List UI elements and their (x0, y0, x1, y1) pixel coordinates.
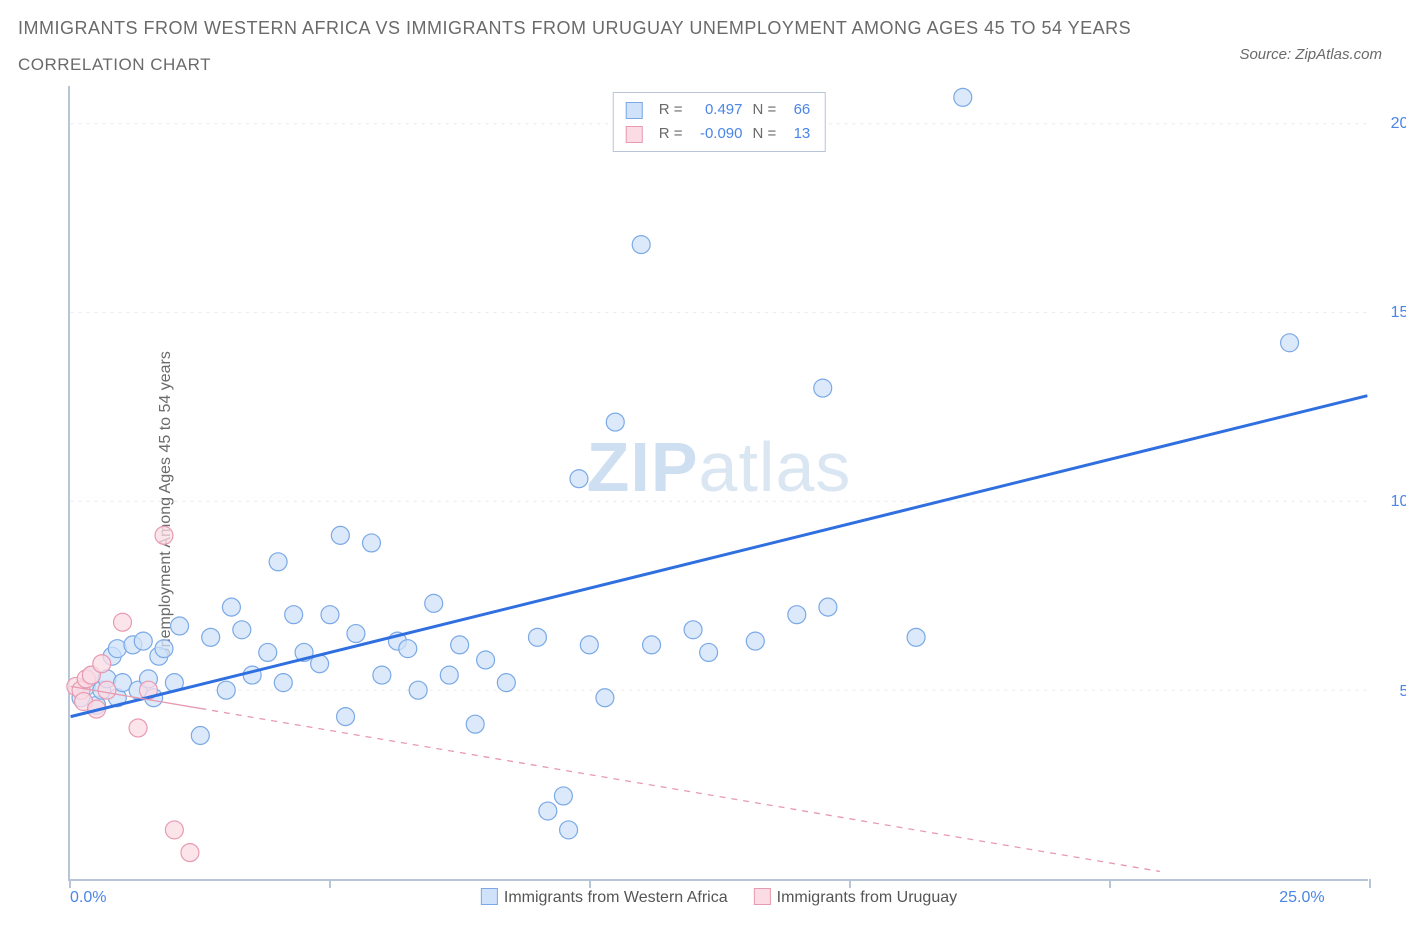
r-value: -0.090 (693, 122, 743, 146)
y-tick-label: 10.0% (1391, 493, 1406, 511)
x-tick-mark (1109, 879, 1111, 888)
n-value: 66 (786, 98, 810, 122)
r-value: 0.497 (693, 98, 743, 122)
x-tick-mark (589, 879, 591, 888)
plot-area: ZIPatlas R =0.497N =66R =-0.090N =13 Imm… (68, 86, 1368, 881)
chart-title-line1: IMMIGRANTS FROM WESTERN AFRICA VS IMMIGR… (18, 18, 1406, 39)
x-tick-mark (329, 879, 331, 888)
x-tick-mark (1369, 879, 1371, 888)
r-label: R = (659, 98, 683, 122)
chart-title-line2: CORRELATION CHART (18, 55, 1406, 75)
source-attribution: Source: ZipAtlas.com (1239, 46, 1382, 63)
x-tick-label: 25.0% (1279, 889, 1324, 907)
stats-row: R = 0.497 N = 66 (626, 98, 811, 122)
r-label: R = (659, 122, 683, 146)
legend-swatch (754, 888, 771, 905)
y-tick-label: 20.0% (1391, 115, 1406, 133)
plot-svg (70, 86, 1368, 879)
x-tick-mark (69, 879, 71, 888)
correlation-stats-box: R = 0.497 N = 66 R = -0.090 N = 13 (613, 92, 826, 152)
chart-container: Unemployment Among Ages 45 to 54 years Z… (18, 86, 1388, 924)
n-label: N = (753, 98, 777, 122)
x-tick-mark (849, 879, 851, 888)
n-label: N = (753, 122, 777, 146)
legend-label: Immigrants from Western Africa (504, 889, 728, 906)
legend-label: Immigrants from Uruguay (777, 889, 958, 906)
y-tick-label: 15.0% (1391, 304, 1406, 322)
legend-item: Immigrants from Uruguay (754, 888, 958, 907)
legend-item: Immigrants from Western Africa (481, 888, 728, 907)
n-value: 13 (786, 122, 810, 146)
legend-swatch (481, 888, 498, 905)
legend-swatch (626, 126, 643, 143)
stats-row: R = -0.090 N = 13 (626, 122, 811, 146)
x-tick-label: 0.0% (70, 889, 106, 907)
series-legend: Immigrants from Western Africa Immigrants… (481, 888, 957, 907)
y-tick-label: 5.0% (1400, 683, 1406, 701)
legend-swatch (626, 102, 643, 119)
